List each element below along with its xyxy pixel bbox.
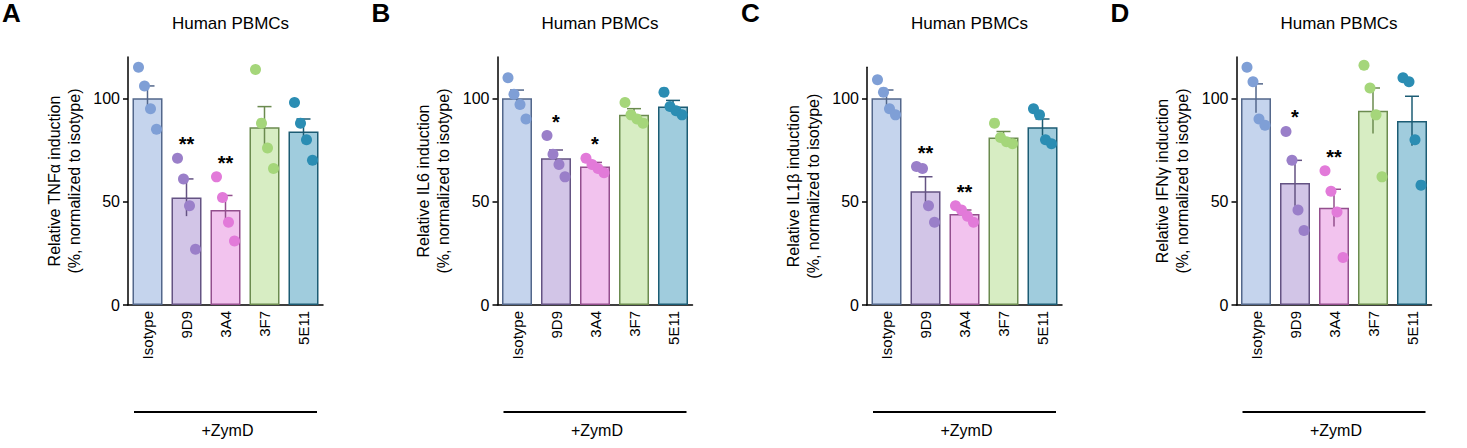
svg-text:**: ** — [179, 133, 195, 155]
svg-text:0: 0 — [850, 297, 859, 314]
svg-text:0: 0 — [111, 297, 120, 314]
svg-text:3F7: 3F7 — [995, 311, 1012, 337]
svg-text:3F7: 3F7 — [256, 311, 273, 337]
svg-text:+ZymD: +ZymD — [941, 422, 993, 439]
svg-text:A: A — [2, 0, 21, 28]
svg-text:(%, normalized to isotype): (%, normalized to isotype) — [435, 89, 452, 274]
svg-text:C: C — [741, 0, 760, 28]
svg-text:(%, normalized to isotype): (%, normalized to isotype) — [66, 89, 83, 274]
svg-text:*: * — [1291, 106, 1299, 128]
svg-text:50: 50 — [841, 193, 859, 210]
svg-text:**: ** — [918, 142, 934, 164]
svg-text:Relative IL1β induction: Relative IL1β induction — [785, 105, 802, 267]
svg-text:Human PBMCs: Human PBMCs — [911, 14, 1028, 33]
svg-text:3F7: 3F7 — [626, 311, 643, 337]
svg-text:*: * — [552, 111, 560, 133]
svg-text:100: 100 — [832, 90, 859, 107]
svg-text:Relative IFNγ induction: Relative IFNγ induction — [1154, 99, 1171, 264]
svg-text:**: ** — [957, 181, 973, 203]
svg-text:Isotype: Isotype — [139, 311, 156, 359]
svg-text:Human PBMCs: Human PBMCs — [172, 14, 289, 33]
svg-text:Relative IL6 induction: Relative IL6 induction — [415, 105, 432, 258]
svg-text:3A4: 3A4 — [1326, 311, 1343, 338]
svg-text:5E11: 5E11 — [1034, 311, 1051, 345]
svg-text:(%, normalized to isotype): (%, normalized to isotype) — [805, 94, 822, 279]
svg-text:0: 0 — [1220, 297, 1229, 314]
svg-text:50: 50 — [472, 193, 490, 210]
svg-text:100: 100 — [93, 90, 120, 107]
svg-text:+ZymD: +ZymD — [202, 422, 254, 439]
svg-text:50: 50 — [102, 193, 120, 210]
svg-text:0: 0 — [481, 297, 490, 314]
svg-text:B: B — [372, 0, 391, 28]
svg-text:5E11: 5E11 — [665, 311, 682, 345]
svg-text:Isotype: Isotype — [1248, 311, 1265, 359]
svg-text:3A4: 3A4 — [217, 311, 234, 338]
svg-text:3F7: 3F7 — [1365, 311, 1382, 337]
svg-text:100: 100 — [463, 90, 490, 107]
svg-text:+ZymD: +ZymD — [1310, 422, 1362, 439]
svg-text:**: ** — [1326, 146, 1342, 168]
svg-text:Isotype: Isotype — [509, 311, 526, 359]
svg-text:3A4: 3A4 — [587, 311, 604, 338]
svg-text:9D9: 9D9 — [917, 311, 934, 339]
svg-text:5E11: 5E11 — [295, 311, 312, 345]
svg-text:9D9: 9D9 — [178, 311, 195, 339]
svg-text:(%, normalized to isotype): (%, normalized to isotype) — [1174, 89, 1191, 274]
svg-text:Human PBMCs: Human PBMCs — [1280, 14, 1397, 33]
svg-text:D: D — [1111, 0, 1130, 28]
svg-text:5E11: 5E11 — [1404, 311, 1421, 345]
svg-text:**: ** — [218, 152, 234, 174]
svg-text:Relative TNFα induction: Relative TNFα induction — [46, 96, 63, 267]
svg-text:Human PBMCs: Human PBMCs — [541, 14, 658, 33]
svg-text:50: 50 — [1211, 193, 1229, 210]
svg-text:9D9: 9D9 — [548, 311, 565, 339]
svg-text:Isotype: Isotype — [878, 311, 895, 359]
svg-text:3A4: 3A4 — [956, 311, 973, 338]
svg-text:*: * — [591, 133, 599, 155]
svg-text:100: 100 — [1202, 90, 1229, 107]
svg-text:9D9: 9D9 — [1287, 311, 1304, 339]
svg-text:+ZymD: +ZymD — [571, 422, 623, 439]
